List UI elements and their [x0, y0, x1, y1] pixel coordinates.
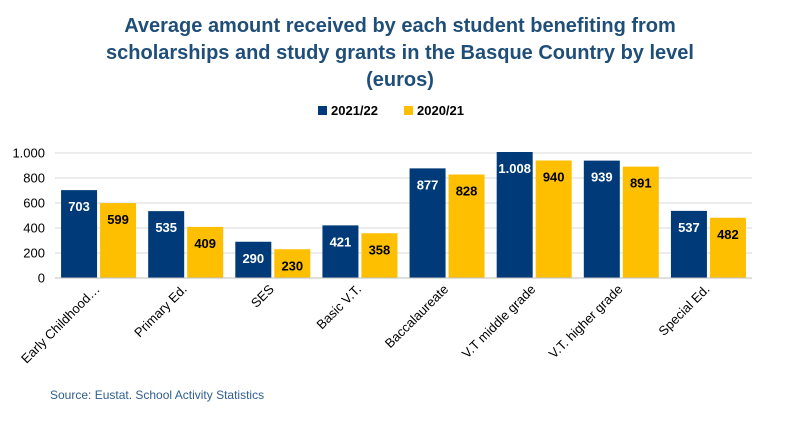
- x-axis: Early Childhood… Primary Ed. SES Basic V.T.…: [18, 277, 752, 367]
- y-tick-label: 200: [23, 246, 45, 261]
- legend-swatch-2020/21: [404, 106, 413, 115]
- bars: 703 599 535 409 290 230 421 358 877 828 1.008 940 93…: [61, 152, 746, 278]
- chart-title-line-2: scholarships and study grants in the Bas…: [106, 42, 694, 64]
- y-axis: 0 200 400 600 800 1.000: [12, 146, 45, 286]
- x-tick-label: V.T. higher grade: [546, 282, 626, 362]
- bar-2020/21-0: [100, 203, 137, 278]
- data-label: 358: [369, 242, 391, 257]
- x-tick-label: V.T middle grade: [459, 282, 539, 362]
- data-label: 537: [678, 220, 700, 235]
- y-tick-label: 1.000: [12, 146, 45, 161]
- x-tick-label: Baccalaureate: [382, 282, 451, 351]
- bar-2021/22-2: [235, 241, 272, 278]
- bar-2020/21-5: [535, 160, 572, 278]
- chart-title: Average amount received by each student …: [106, 15, 694, 91]
- y-tick-label: 600: [23, 196, 45, 211]
- chart-title-line-3: (euros): [366, 69, 434, 91]
- bar-2020/21-7: [709, 217, 746, 278]
- x-tick-label: Special Ed.: [655, 282, 712, 339]
- data-label: 939: [591, 170, 613, 185]
- bar-2021/22-3: [322, 225, 359, 278]
- data-label: 940: [543, 170, 565, 185]
- legend-swatch-2021/22: [318, 106, 327, 115]
- bar-2021/22-5: [496, 152, 533, 278]
- x-tick-label: Basic V.T.: [313, 282, 364, 333]
- bar-2021/22-4: [409, 168, 446, 278]
- bar-2020/21-3: [361, 233, 398, 278]
- data-label: 421: [330, 234, 352, 249]
- bar-2020/21-6: [622, 166, 659, 278]
- data-label: 877: [417, 177, 439, 192]
- bar-2021/22-7: [670, 210, 707, 278]
- data-label: 409: [194, 236, 216, 251]
- y-tick-label: 400: [23, 221, 45, 236]
- x-tick-label: SES: [248, 281, 277, 310]
- bar-2021/22-1: [148, 211, 185, 278]
- data-label: 482: [717, 227, 739, 242]
- data-label: 828: [456, 184, 478, 199]
- data-label: 891: [630, 176, 652, 191]
- y-tick-label: 800: [23, 171, 45, 186]
- x-tick-label: Primary Ed.: [131, 282, 190, 341]
- bar-2020/21-2: [274, 249, 311, 278]
- data-label: 703: [68, 199, 90, 214]
- x-tick-label: Early Childhood…: [18, 282, 103, 367]
- y-tick-label: 0: [38, 271, 45, 286]
- legend-label-2021/22: 2021/22: [331, 103, 378, 118]
- data-label: 1.008: [498, 161, 531, 176]
- legend-label-2020/21: 2020/21: [417, 103, 464, 118]
- bar-2021/22-0: [61, 190, 98, 278]
- data-label: 290: [242, 251, 264, 266]
- legend: 2021/22 2020/21: [318, 103, 464, 118]
- source-note: Source: Eustat. School Activity Statisti…: [50, 388, 265, 402]
- bar-2021/22-6: [583, 160, 620, 278]
- data-label: 535: [155, 220, 177, 235]
- data-label: 599: [107, 212, 129, 227]
- data-label: 230: [281, 258, 303, 273]
- bar-2020/21-1: [187, 226, 224, 278]
- chart-title-line-1: Average amount received by each student …: [124, 15, 676, 37]
- bar-2020/21-4: [448, 174, 485, 278]
